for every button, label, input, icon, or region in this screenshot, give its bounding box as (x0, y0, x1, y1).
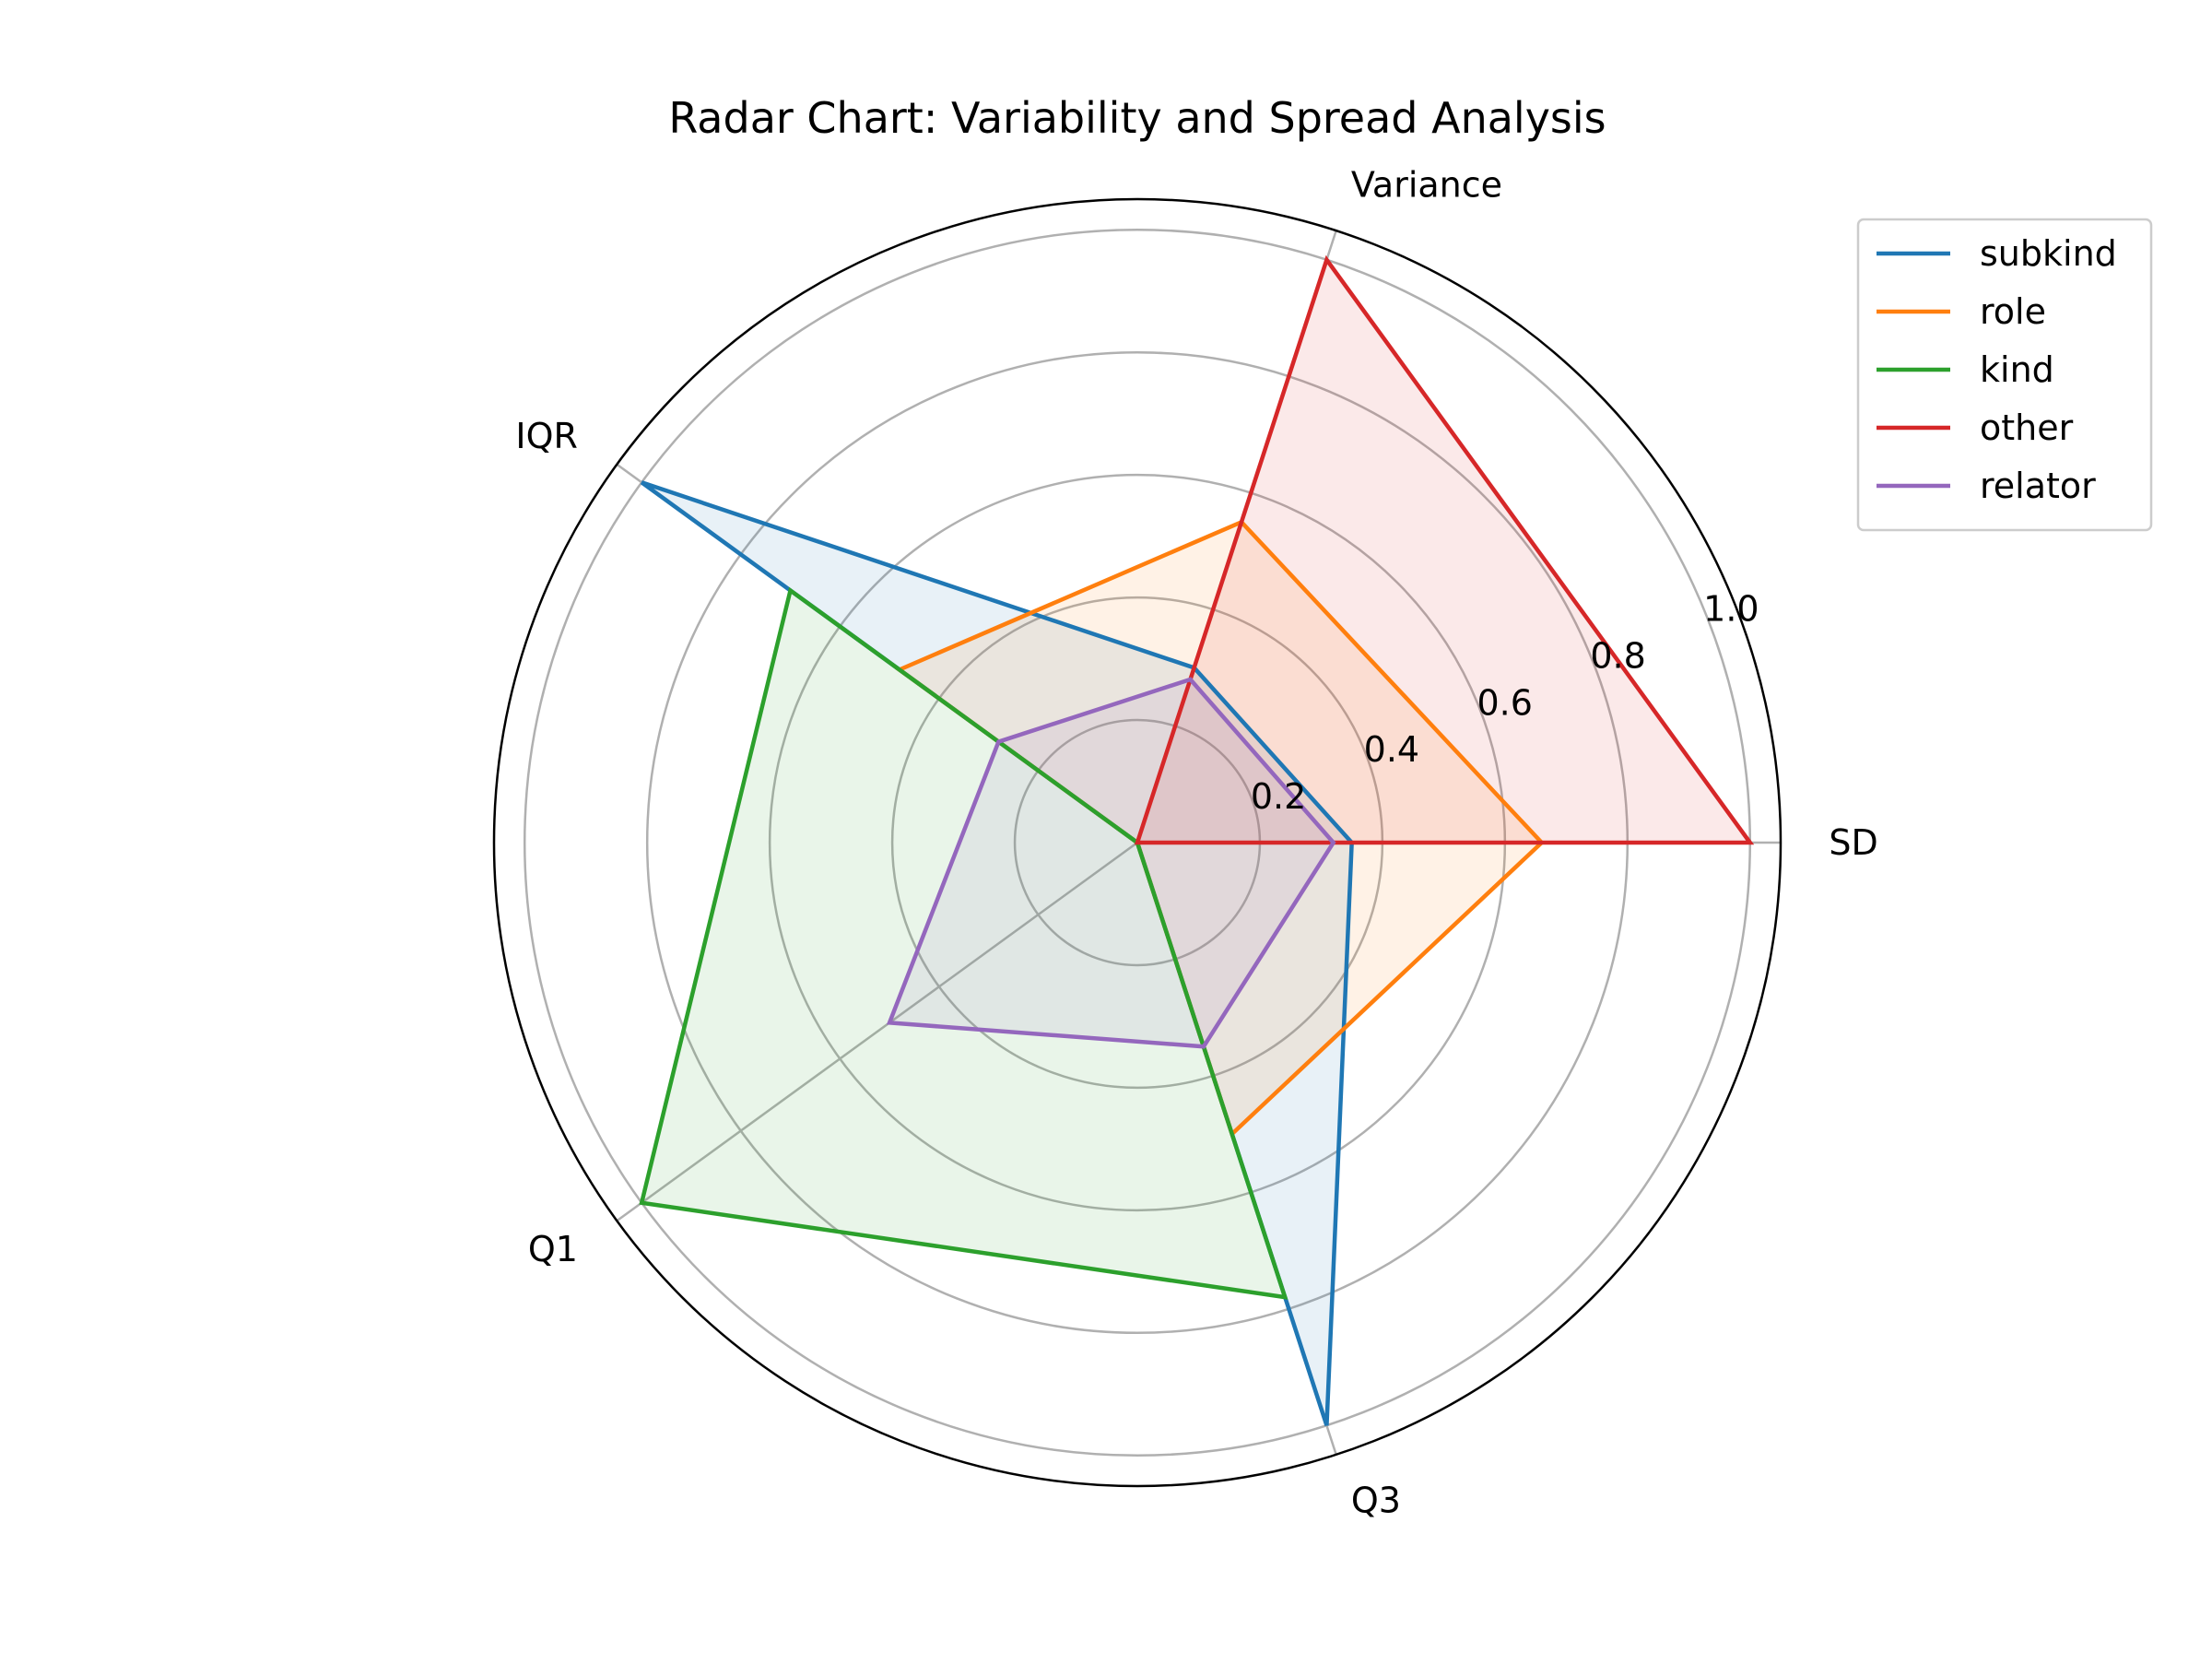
axis-label-variance: Variance (1351, 164, 1502, 205)
spoke-q1 (616, 841, 1138, 1222)
legend-frame (1856, 218, 2153, 532)
axis-label-q1: Q1 (528, 1229, 578, 1269)
r-tick-label: 1.0 (1703, 589, 1759, 630)
chart-title: Radar Chart: Variability and Spread Anal… (668, 93, 1606, 143)
r-tick-label: 0.8 (1590, 635, 1645, 676)
r-tick-label: 0.2 (1251, 776, 1306, 817)
legend: subkind role kind other relator (1856, 218, 2153, 532)
series-line-kind (639, 586, 1288, 1300)
label-layer: SD Variance IQR Q1 Q3 0.2 0.4 0.6 0.8 1.0 (515, 164, 1877, 1520)
legend-label-relator: relator (1980, 466, 2096, 506)
series-fill-relator (889, 679, 1334, 1047)
axis-label-iqr: IQR (515, 416, 578, 456)
series-line-other (1134, 254, 1755, 845)
r-tick-label: 0.6 (1477, 682, 1532, 723)
series-fill-kind (641, 590, 1286, 1298)
axis-label-q3: Q3 (1351, 1481, 1401, 1521)
series-fill-subkind (641, 482, 1352, 1426)
r-tick-label: 0.4 (1364, 729, 1419, 770)
series-line-relator (886, 677, 1336, 1049)
series-fill-role (899, 522, 1542, 1135)
legend-label-role: role (1980, 291, 2046, 332)
series-layer (639, 254, 1755, 1426)
series-fill-other (1137, 259, 1750, 843)
legend-label-subkind: subkind (1980, 233, 2117, 274)
legend-label-other: other (1980, 407, 2074, 448)
legend-label-kind: kind (1980, 349, 2054, 390)
axis-label-sd: SD (1829, 822, 1877, 863)
polar-frame (492, 197, 1783, 1488)
